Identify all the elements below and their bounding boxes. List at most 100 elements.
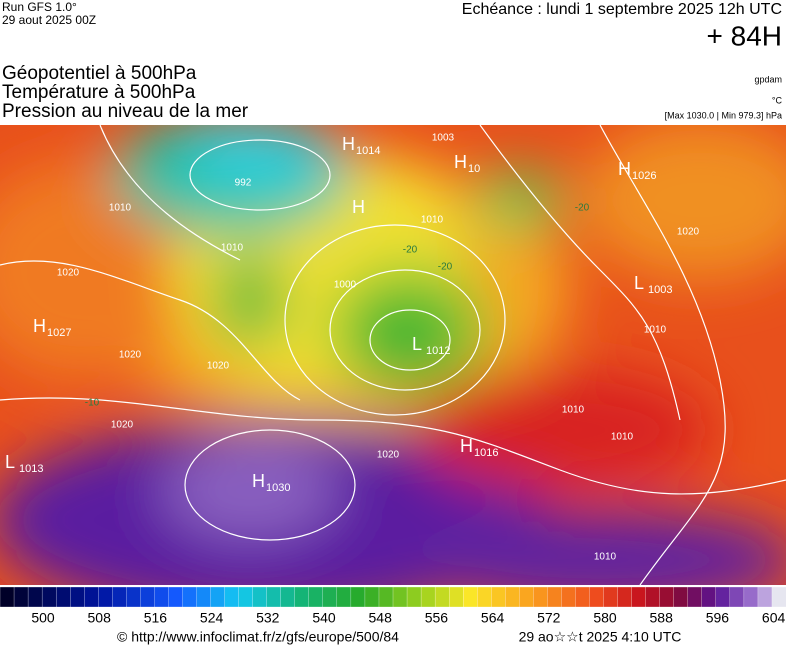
- center-value: 1014: [356, 145, 380, 157]
- timestamp: 29 ao☆☆t 2025 4:10 UTC: [519, 629, 682, 645]
- scale-swatch: [126, 586, 141, 608]
- scale-swatch: [547, 586, 562, 608]
- scale-swatch: [420, 586, 436, 608]
- scale-swatch: [589, 586, 604, 608]
- scale-swatch: [182, 586, 197, 608]
- scale-swatch: [673, 586, 689, 608]
- center-value: 1013: [19, 463, 43, 475]
- scale-swatch: [0, 586, 15, 608]
- scale-swatch: [463, 586, 478, 608]
- center-type: H: [33, 316, 46, 336]
- unit: gpdam: [754, 74, 782, 84]
- title: Pression au niveau de la mer: [2, 101, 249, 122]
- center-type: H: [252, 471, 265, 491]
- source-url: © http://www.infoclimat.fr/z/gfs/europe/…: [117, 629, 399, 645]
- scale-label: 524: [200, 610, 224, 626]
- isobars: [0, 125, 786, 585]
- scale-swatch: [392, 586, 408, 608]
- isobar-label: 1010: [421, 215, 444, 226]
- scale-swatch: [645, 586, 661, 608]
- lead-time: + 84H: [707, 20, 783, 51]
- isobar-label: 1020: [377, 450, 400, 461]
- scale-swatch: [280, 586, 296, 608]
- fields: [0, 125, 786, 585]
- scale-label: 596: [706, 610, 730, 626]
- scale-swatch: [729, 586, 745, 608]
- scale-swatch: [98, 586, 113, 608]
- scale-swatch: [491, 586, 506, 608]
- scale-swatch: [84, 586, 99, 608]
- temperature-label: -20: [575, 203, 590, 214]
- isobar-label: 1010: [644, 325, 667, 336]
- scale-swatch: [519, 586, 534, 608]
- scale-swatch: [13, 586, 29, 608]
- center-type: H: [342, 134, 355, 154]
- unit: °C: [772, 95, 783, 105]
- scale-swatch: [266, 586, 282, 608]
- scale-swatch: [350, 586, 366, 608]
- center-value: 1016: [474, 447, 498, 459]
- temperature-label: -20: [403, 245, 418, 256]
- scale-swatch: [112, 586, 127, 608]
- scale-swatch: [505, 586, 520, 608]
- isobar-label: 1020: [677, 227, 700, 238]
- isobar-label: 1020: [111, 420, 134, 431]
- scale-label: 516: [144, 610, 168, 626]
- scale-swatch: [448, 586, 464, 608]
- scale-swatch: [561, 586, 576, 608]
- scale-swatch: [55, 586, 71, 608]
- center-value: 1026: [632, 170, 656, 182]
- center-type: H: [352, 197, 365, 217]
- scale-swatch: [575, 586, 590, 608]
- unit: [Max 1030.0 | Min 979.3] hPa: [665, 110, 782, 120]
- scale-swatch: [27, 586, 43, 608]
- scale-swatch: [771, 586, 786, 608]
- scale-swatch: [196, 586, 211, 608]
- scale-swatch: [603, 586, 619, 608]
- scale-label: 500: [31, 610, 55, 626]
- center-value: 1030: [266, 482, 290, 494]
- scale-label: 588: [650, 610, 674, 626]
- isobar-label: 1000: [334, 280, 357, 291]
- scale-label: 604: [762, 610, 786, 626]
- center-type: H: [454, 152, 467, 172]
- center-type: L: [412, 334, 422, 354]
- scale-swatch: [294, 586, 310, 608]
- scale-swatch: [659, 586, 675, 608]
- scale-swatch: [617, 586, 633, 608]
- scale-label: 532: [256, 610, 280, 626]
- scale-swatch: [308, 586, 324, 608]
- scale-label: 580: [593, 610, 617, 626]
- map: [0, 125, 786, 585]
- center-type: L: [5, 452, 15, 472]
- isobar-label: 1010: [109, 203, 132, 214]
- scale-swatch: [631, 586, 647, 608]
- isobar-label: 1010: [221, 243, 244, 254]
- scale-swatch: [140, 586, 155, 608]
- scale-swatch: [168, 586, 183, 608]
- title: Géopotentiel à 500hPa: [2, 63, 197, 84]
- isobar-label: 1010: [562, 405, 585, 416]
- center-value: 1012: [426, 345, 450, 357]
- scale-swatch: [322, 586, 338, 608]
- center-type: H: [460, 436, 473, 456]
- isobar-label: 1020: [119, 350, 142, 361]
- scale-swatch: [224, 586, 240, 608]
- isobar-label: 1010: [611, 432, 634, 443]
- isobar-label: 1010: [594, 552, 617, 563]
- scale-label: 540: [312, 610, 336, 626]
- scale-swatch: [154, 586, 169, 608]
- title: Température à 500hPa: [2, 82, 196, 103]
- scale-swatch: [533, 586, 548, 608]
- run-date: 29 aout 2025 00Z: [2, 13, 96, 27]
- scale-swatch: [434, 586, 450, 608]
- center-value: 1003: [648, 284, 672, 296]
- scale-swatch: [70, 586, 85, 608]
- scale-label: 508: [88, 610, 112, 626]
- scale-swatch: [378, 586, 394, 608]
- center-value: 1027: [47, 327, 71, 339]
- temperature-label: -20: [438, 262, 453, 273]
- scale-swatch: [406, 586, 422, 608]
- isobar-label: 1003: [432, 133, 455, 144]
